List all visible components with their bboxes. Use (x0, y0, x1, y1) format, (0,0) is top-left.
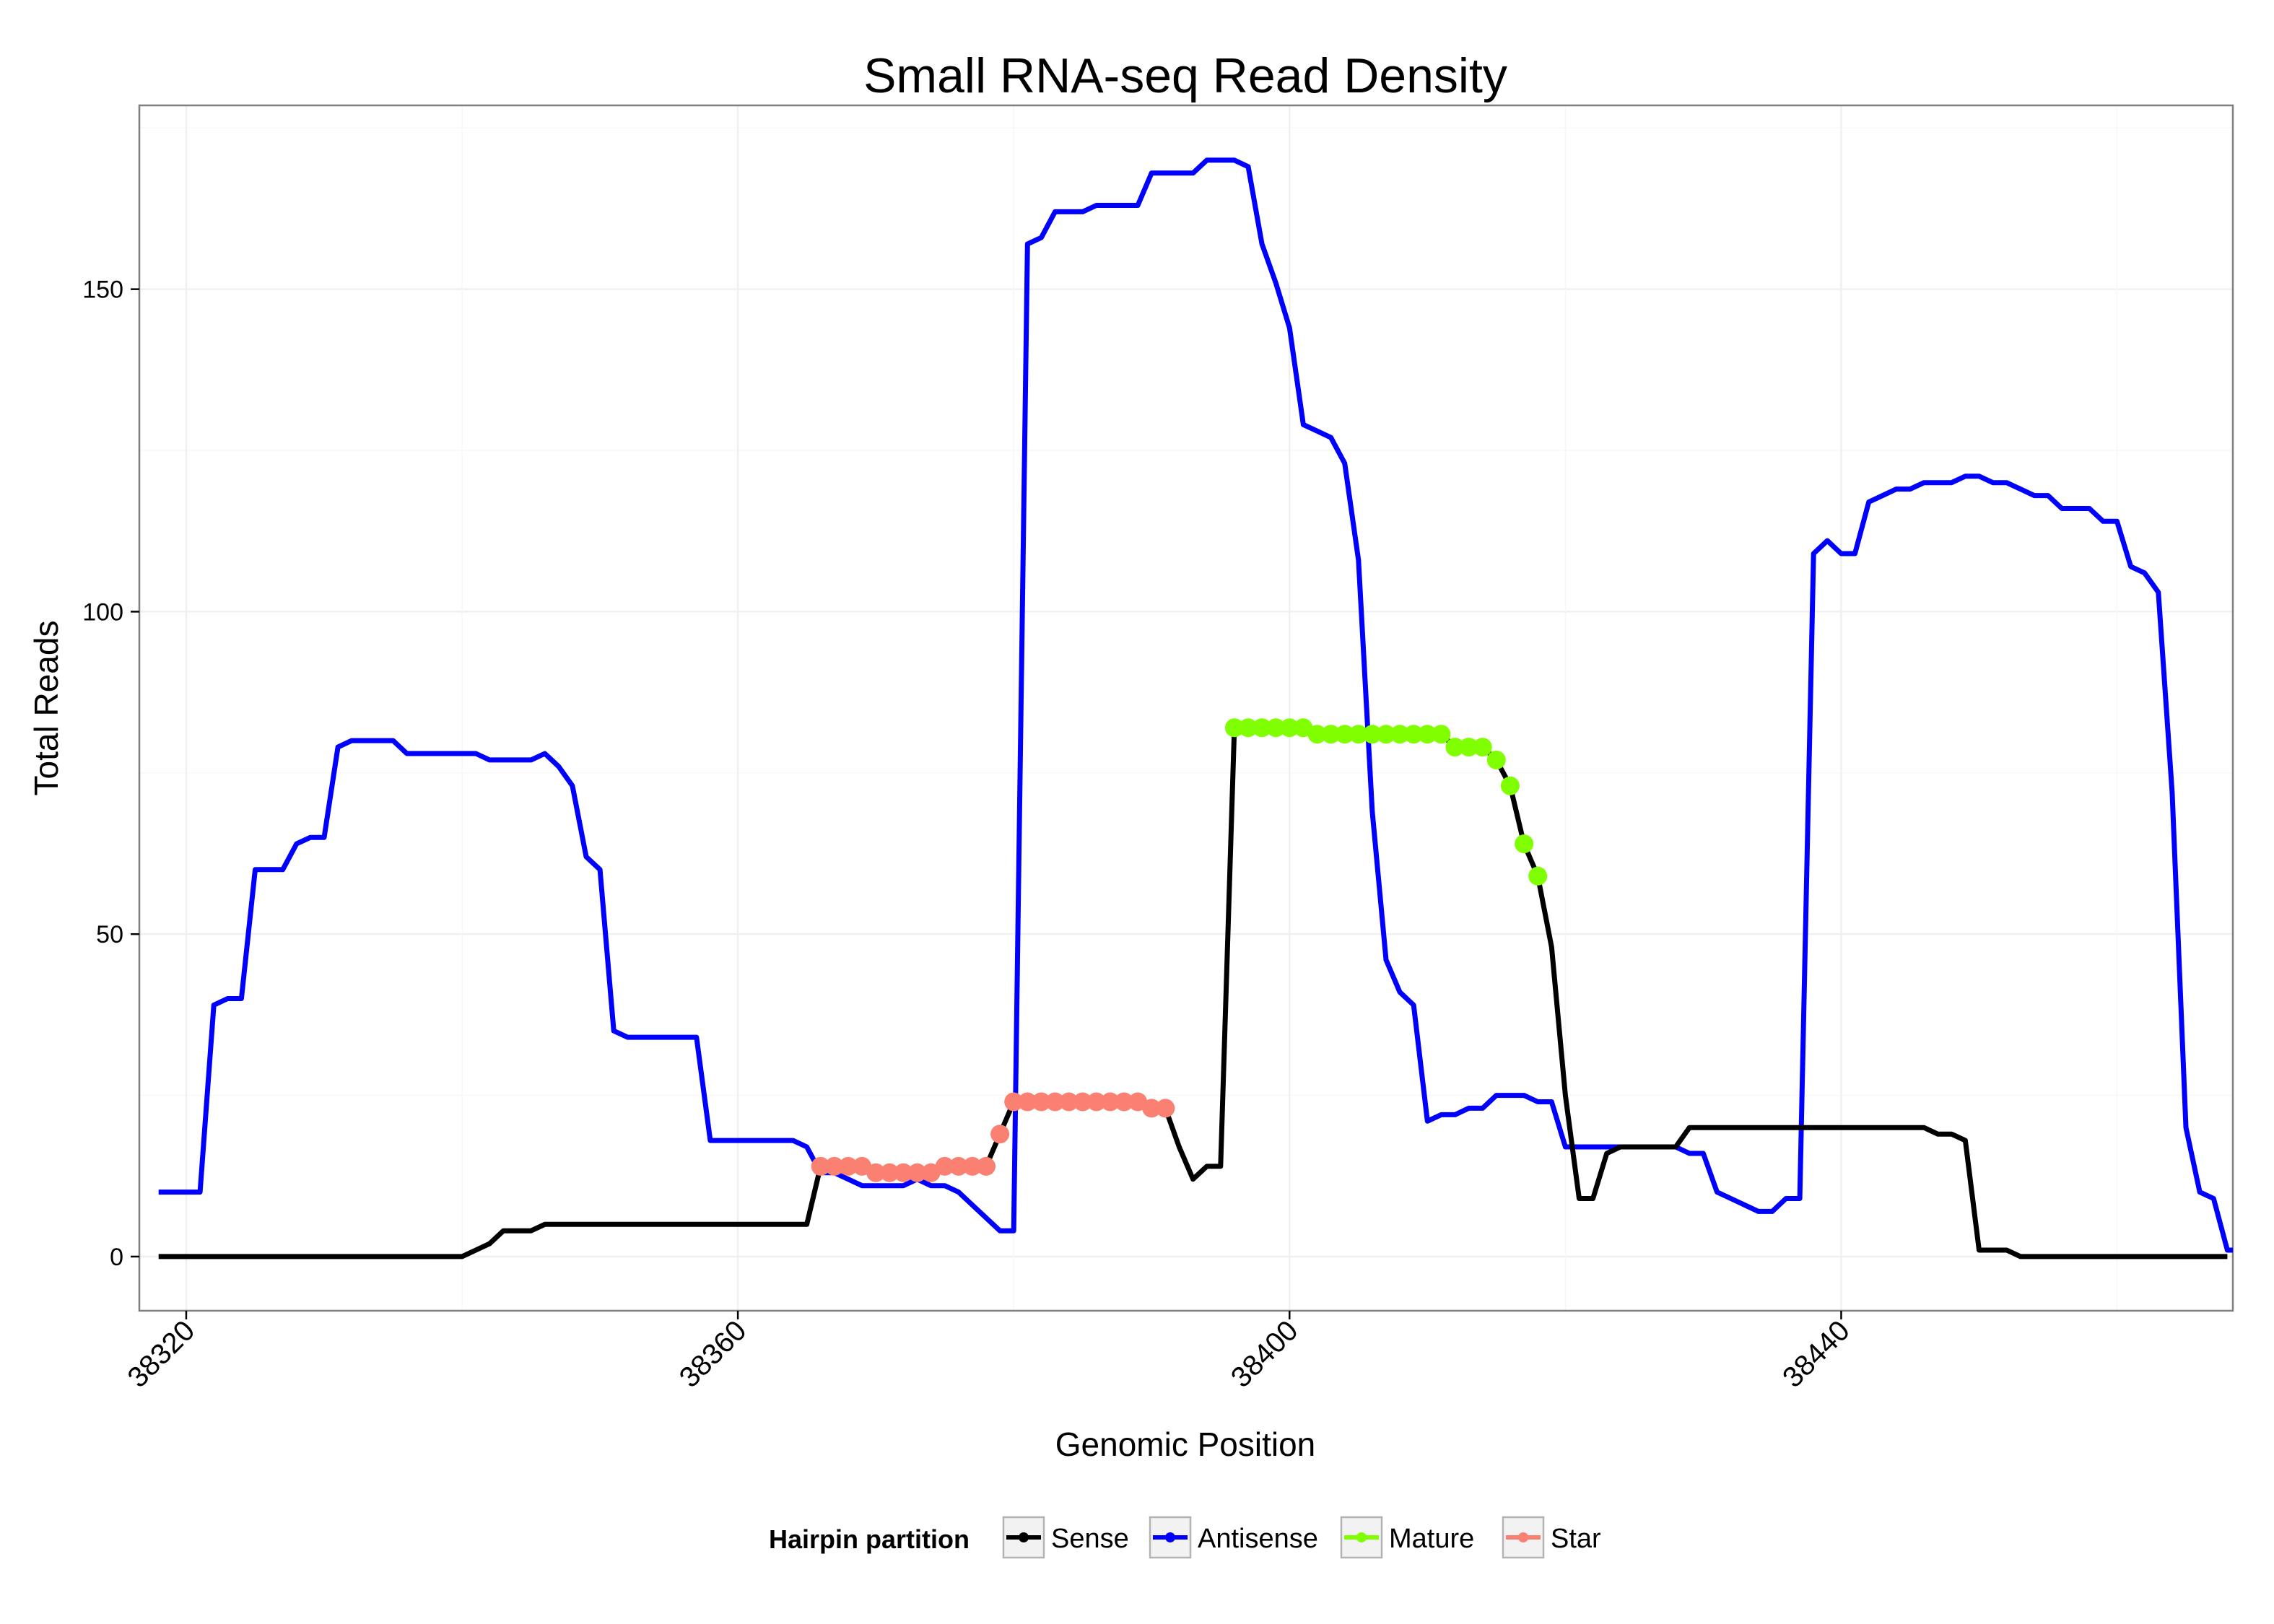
data-point-mature (1362, 725, 1382, 744)
legend-label-antisense: Antisense (1198, 1524, 1318, 1554)
legend-key-dot (1165, 1532, 1175, 1542)
data-point-mature (1280, 718, 1299, 738)
y-axis-title: Total Reads (27, 621, 65, 796)
data-point-star (977, 1156, 996, 1176)
data-point-star (811, 1156, 830, 1176)
data-point-mature (1445, 738, 1465, 757)
data-point-mature (1266, 718, 1286, 738)
data-point-mature (1307, 725, 1327, 744)
x-axis-title: Genomic Position (1055, 1426, 1316, 1463)
data-point-star (935, 1156, 954, 1176)
data-point-mature (1321, 725, 1341, 744)
data-point-mature (1404, 725, 1424, 744)
data-point-star (1045, 1092, 1065, 1112)
data-point-star (1032, 1092, 1051, 1112)
data-point-mature (1500, 776, 1520, 795)
data-point-mature (1528, 866, 1548, 886)
data-point-mature (1459, 738, 1478, 757)
y-tick-label: 100 (82, 598, 123, 626)
data-point-star (1004, 1092, 1024, 1112)
data-point-mature (1349, 725, 1368, 744)
series-points (811, 718, 1548, 1182)
y-tick-label: 0 (110, 1244, 123, 1271)
data-point-star (907, 1163, 927, 1182)
legend-key-dot (1518, 1532, 1528, 1542)
legend-label-mature: Mature (1389, 1524, 1474, 1554)
data-point-mature (1377, 725, 1395, 744)
plot-panel-border (138, 104, 2234, 1312)
legend-title: Hairpin partition (769, 1524, 970, 1554)
legend-label-star: Star (1551, 1524, 1601, 1554)
data-point-star (1142, 1099, 1162, 1118)
data-point-star (838, 1156, 858, 1176)
data-point-mature (1390, 725, 1410, 744)
data-point-star (1086, 1092, 1106, 1112)
legend-key-dot (1356, 1532, 1367, 1542)
data-point-mature (1239, 718, 1258, 738)
data-point-star (1073, 1092, 1092, 1112)
legend-key-dot (1019, 1532, 1029, 1542)
legend: Hairpin partition Sense Antisense Mature St… (769, 1516, 1601, 1559)
data-point-star (880, 1163, 899, 1182)
data-point-star (1018, 1092, 1037, 1112)
legend-label-sense: Sense (1051, 1524, 1129, 1554)
data-point-mature (1253, 718, 1272, 738)
data-point-mature (1473, 738, 1492, 757)
data-point-star (1059, 1092, 1079, 1112)
data-point-mature (1418, 725, 1437, 744)
data-point-star (990, 1125, 1010, 1144)
data-point-star (949, 1156, 968, 1176)
data-point-star (866, 1163, 886, 1182)
data-point-star (1115, 1092, 1133, 1112)
chart-title: Small RNA-seq Read Density (863, 48, 1507, 103)
y-tick-label: 50 (96, 921, 123, 948)
data-point-star (1100, 1092, 1120, 1112)
data-point-mature (1224, 718, 1244, 738)
data-point-star (894, 1163, 913, 1182)
data-point-mature (1486, 750, 1506, 769)
data-point-star (1156, 1099, 1175, 1118)
data-point-mature (1335, 725, 1354, 744)
data-point-star (824, 1156, 844, 1176)
series-line-antisense (158, 157, 2233, 1253)
data-point-mature (1515, 834, 1534, 854)
y-tick-label: 150 (82, 276, 123, 304)
data-point-mature (1432, 725, 1451, 744)
data-point-star (962, 1156, 982, 1176)
